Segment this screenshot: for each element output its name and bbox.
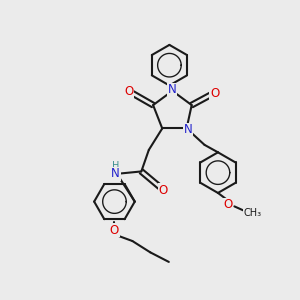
- Text: O: O: [210, 87, 219, 100]
- Text: N: N: [167, 83, 176, 96]
- Text: CH₃: CH₃: [243, 208, 261, 218]
- Text: O: O: [223, 198, 232, 212]
- Text: N: N: [111, 167, 120, 180]
- Text: O: O: [158, 184, 167, 197]
- Text: O: O: [110, 224, 119, 237]
- Text: H: H: [112, 161, 119, 171]
- Text: N: N: [183, 123, 192, 136]
- Text: O: O: [124, 85, 133, 98]
